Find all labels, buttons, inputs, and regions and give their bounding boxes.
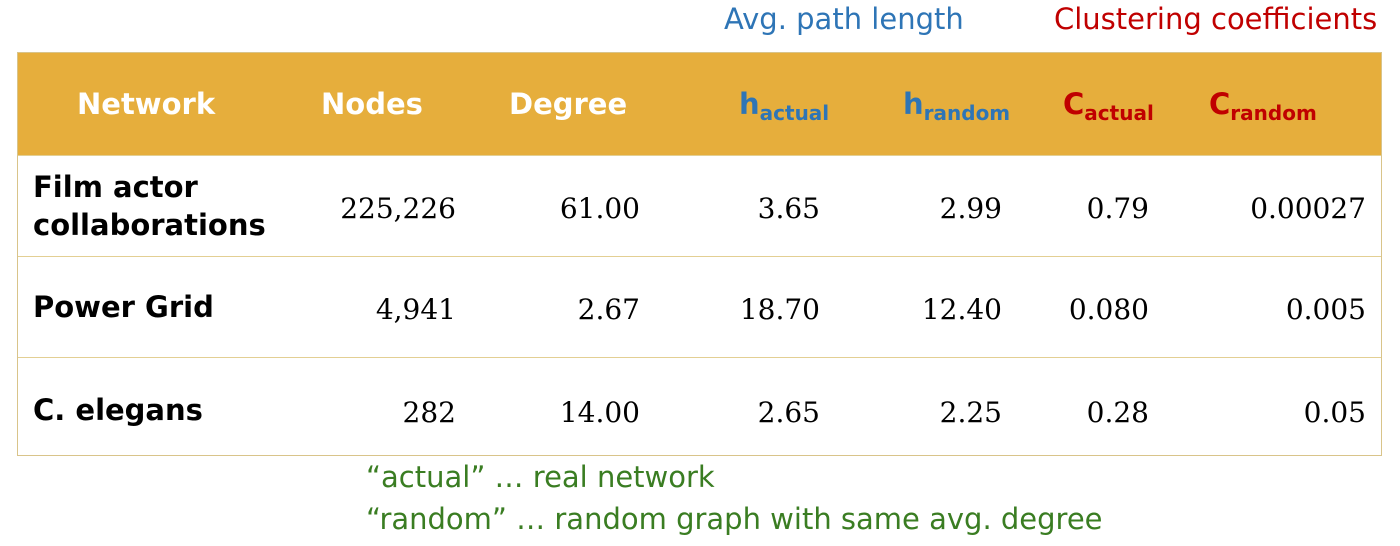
note-actual: “actual” … real network xyxy=(366,460,715,494)
network-name: Power Grid xyxy=(33,290,214,324)
h-random-value: 12.40 xyxy=(921,293,1002,326)
header-h-actual: hactual xyxy=(739,87,830,125)
table-row: Film actor collaborations 225,226 61.00 3… xyxy=(18,155,1381,256)
c-random-value: 0.05 xyxy=(1303,396,1366,429)
note-random: “random” … random graph with same avg. d… xyxy=(366,502,1103,536)
c-actual-value: 0.79 xyxy=(1086,192,1149,225)
h-actual-value: 18.70 xyxy=(739,293,820,326)
h-actual-value: 2.65 xyxy=(757,396,820,429)
network-name: Film actor collaborations xyxy=(33,170,266,242)
nodes-value: 4,941 xyxy=(375,293,456,326)
avg-path-length-label: Avg. path length xyxy=(724,2,964,36)
header-h-random: hrandom xyxy=(903,87,1011,125)
c-actual-value: 0.080 xyxy=(1068,293,1149,326)
degree-value: 14.00 xyxy=(559,396,640,429)
header-c-actual: Cactual xyxy=(1063,87,1154,125)
h-actual-value: 3.65 xyxy=(757,192,820,225)
degree-value: 61.00 xyxy=(559,192,640,225)
c-actual-value: 0.28 xyxy=(1086,396,1149,429)
table-row: C. elegans 282 14.00 2.65 2.25 0.28 0.05 xyxy=(18,357,1381,458)
network-stats-table: Network Nodes Degree hactual hrandom Cac… xyxy=(17,52,1382,456)
network-name: C. elegans xyxy=(33,393,203,427)
c-random-value: 0.00027 xyxy=(1250,192,1366,225)
clustering-coefficients-label: Clustering coefficients xyxy=(1054,2,1378,36)
h-random-value: 2.25 xyxy=(939,396,1002,429)
c-random-value: 0.005 xyxy=(1285,293,1366,326)
degree-value: 2.67 xyxy=(577,293,640,326)
header-c-random: Crandom xyxy=(1209,87,1317,125)
nodes-value: 225,226 xyxy=(340,192,456,225)
nodes-value: 282 xyxy=(402,396,456,429)
header-network: Network xyxy=(77,87,216,121)
header-nodes: Nodes xyxy=(321,87,423,121)
header-degree: Degree xyxy=(509,87,628,121)
table-row: Power Grid 4,941 2.67 18.70 12.40 0.080 … xyxy=(18,256,1381,357)
table-header-row: Network Nodes Degree hactual hrandom Cac… xyxy=(18,53,1381,155)
h-random-value: 2.99 xyxy=(939,192,1002,225)
